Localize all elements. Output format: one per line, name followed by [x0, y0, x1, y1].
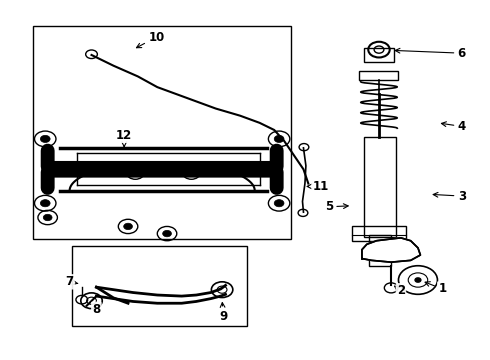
Text: 9: 9: [219, 303, 227, 323]
Text: 1: 1: [425, 282, 446, 296]
Bar: [33, 26, 291, 239]
Text: 3: 3: [433, 190, 466, 203]
Bar: [72, 246, 247, 327]
Text: 2: 2: [394, 284, 405, 297]
Bar: [369, 235, 391, 266]
Bar: [352, 226, 406, 241]
Circle shape: [123, 223, 132, 230]
Bar: [365, 137, 396, 237]
Text: 5: 5: [325, 200, 348, 213]
Circle shape: [188, 170, 196, 176]
Circle shape: [40, 135, 50, 143]
Text: 8: 8: [92, 303, 100, 316]
Circle shape: [163, 230, 172, 237]
Bar: [365, 48, 393, 62]
Text: 11: 11: [307, 180, 329, 193]
Text: 12: 12: [116, 129, 132, 147]
Circle shape: [43, 214, 52, 221]
Bar: [360, 71, 398, 80]
Circle shape: [274, 135, 284, 143]
Text: 10: 10: [137, 31, 165, 48]
Circle shape: [40, 200, 50, 207]
Circle shape: [415, 278, 421, 282]
Circle shape: [131, 170, 139, 176]
Circle shape: [274, 200, 284, 207]
Text: 6: 6: [395, 47, 466, 60]
Polygon shape: [362, 238, 420, 262]
Text: 4: 4: [441, 120, 466, 133]
Text: 7: 7: [66, 275, 78, 288]
